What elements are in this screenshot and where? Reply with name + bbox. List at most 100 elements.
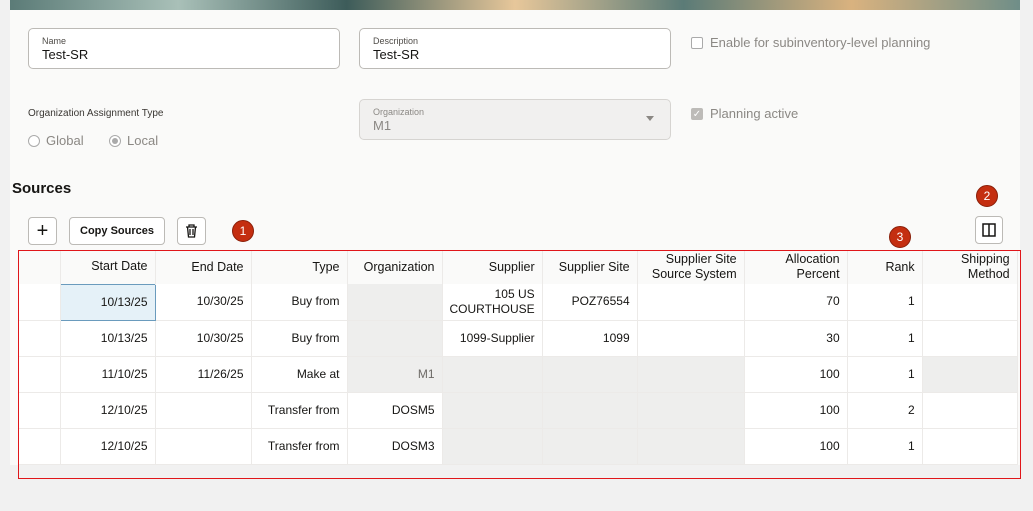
sources-title: Sources [12,180,72,197]
table-cell[interactable]: 1 [847,284,923,321]
table-cell[interactable] [155,428,252,465]
table-cell[interactable]: 1099 [542,320,638,357]
table-row[interactable]: 11/10/25 11/26/25 Make at M1 100 1 [18,356,1018,393]
table-cell[interactable] [637,356,745,393]
radio-global[interactable]: Global [28,133,84,148]
name-field[interactable]: Name Test-SR [28,28,340,69]
delete-button[interactable] [177,217,206,245]
column-header[interactable]: Rank [847,250,923,284]
table-cell[interactable]: 70 [744,284,848,321]
table-cell[interactable]: Make at [251,356,348,393]
table-cell[interactable] [442,428,543,465]
add-button[interactable]: + [28,217,57,245]
row-header[interactable] [18,356,61,393]
table-cell[interactable] [922,284,1018,321]
row-header[interactable] [18,320,61,357]
enable-subinventory-checkbox[interactable]: Enable for subinventory-level planning [691,35,930,50]
table-cell[interactable]: 30 [744,320,848,357]
table-cell[interactable]: DOSM5 [347,392,443,429]
table-row[interactable]: 10/13/25 10/30/25 Buy from 105 US COURTHOUS… [18,283,1018,321]
callout-badge-2: 2 [976,185,998,207]
column-header[interactable]: Start Date [60,250,156,284]
header-banner [10,0,1020,10]
table-cell[interactable] [347,320,443,357]
table-cell[interactable]: 12/10/25 [60,392,156,429]
table-cell[interactable] [442,356,543,393]
table-cell[interactable] [922,356,1018,393]
table-row[interactable]: 10/13/25 10/30/25 Buy from 1099-Supplier 109… [18,320,1018,357]
table-cell[interactable]: 1099-Supplier [442,320,543,357]
column-header[interactable]: Supplier Site Source System [637,250,745,284]
table-cell[interactable] [922,320,1018,357]
table-cell[interactable] [922,392,1018,429]
organization-select[interactable]: Organization M1 [359,99,671,140]
trash-icon [186,224,197,238]
table-cell[interactable]: Buy from [251,320,348,357]
row-header[interactable] [18,284,61,321]
table-cell[interactable]: 10/30/25 [155,320,252,357]
table-cell[interactable] [347,284,443,321]
table-cell[interactable] [155,392,252,429]
table-cell[interactable]: 12/10/25 [60,428,156,465]
radio-icon [28,134,40,147]
table-cell[interactable] [637,428,745,465]
table-cell[interactable]: 11/10/25 [60,356,156,393]
row-header[interactable] [18,392,61,429]
table-cell[interactable]: M1 [347,356,443,393]
table-cell[interactable]: 100 [744,392,848,429]
copy-sources-button[interactable]: Copy Sources [69,217,165,245]
planning-active-checkbox[interactable]: ✓ Planning active [691,106,798,121]
description-field[interactable]: Description Test-SR [359,28,671,69]
table-row[interactable]: 12/10/25 Transfer from DOSM5 100 2 [18,392,1018,429]
callout-badge-3: 3 [889,226,911,248]
table-cell[interactable]: Transfer from [251,428,348,465]
table-cell[interactable]: 10/30/25 [155,284,252,321]
name-value: Test-SR [42,47,89,62]
table-cell[interactable]: Buy from [251,284,348,321]
column-header[interactable]: Supplier [442,250,543,284]
table-cell[interactable]: 1 [847,356,923,393]
table-cell[interactable] [442,392,543,429]
checkbox-label: Planning active [710,106,799,121]
column-header[interactable]: End Date [155,250,252,284]
table-cell[interactable] [637,320,745,357]
table-cell[interactable]: 1 [847,428,923,465]
name-label: Name [42,36,67,46]
column-header[interactable]: Allocation Percent [744,250,848,284]
sources-table: Start Date End Date Type Organization Su… [18,250,1018,465]
table-cell[interactable]: 100 [744,356,848,393]
checkbox-icon [691,36,703,49]
columns-icon [982,223,996,237]
table-cell[interactable] [637,284,745,321]
description-label: Description [373,36,419,46]
chevron-down-icon [646,116,654,125]
row-header[interactable] [18,428,61,465]
table-row[interactable]: 12/10/25 Transfer from DOSM3 100 1 [18,428,1018,465]
radio-label: Local [127,133,159,148]
table-cell[interactable]: 10/13/25 [59,283,156,321]
table-cell[interactable] [637,392,745,429]
column-header[interactable]: Type [251,250,348,284]
table-cell[interactable]: DOSM3 [347,428,443,465]
table-cell[interactable] [922,428,1018,465]
radio-selected-icon [109,134,121,147]
table-cell[interactable]: POZ76554 [542,284,638,321]
checkbox-checked-icon: ✓ [691,107,703,120]
table-cell[interactable]: 100 [744,428,848,465]
table-cell[interactable] [542,392,638,429]
table-cell[interactable]: 105 US COURTHOUSE [442,284,543,321]
column-header[interactable]: Supplier Site [542,250,638,284]
table-cell[interactable]: 2 [847,392,923,429]
table-cell[interactable]: Transfer from [251,392,348,429]
table-cell[interactable]: 11/26/25 [155,356,252,393]
table-cell[interactable]: 1 [847,320,923,357]
organization-label: Organization [373,107,425,117]
table-cell[interactable] [542,428,638,465]
column-header[interactable]: Shipping Method [922,250,1018,284]
org-assignment-label: Organization Assignment Type [28,108,164,119]
columns-button[interactable] [975,216,1003,244]
radio-local[interactable]: Local [109,133,158,148]
table-cell[interactable] [542,356,638,393]
table-cell[interactable]: 10/13/25 [60,320,156,357]
column-header[interactable]: Organization [347,250,443,284]
